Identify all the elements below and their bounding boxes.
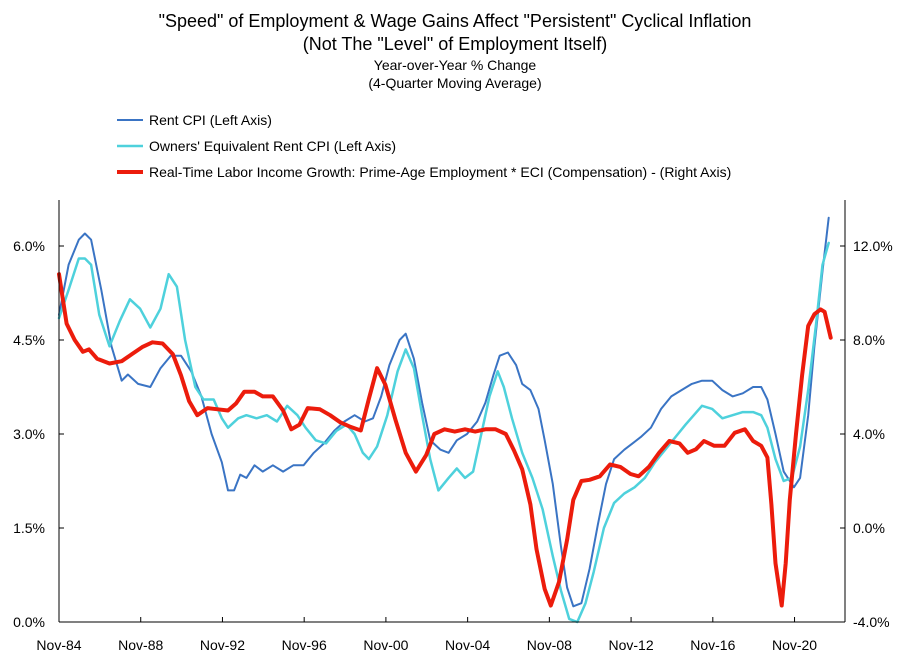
legend-label: Real-Time Labor Income Growth: Prime-Age…: [149, 164, 731, 180]
series-layer: [57, 216, 833, 624]
x-tick-label: Nov-84: [36, 637, 81, 653]
x-tick-label: Nov-96: [282, 637, 327, 653]
x-tick-label: Nov-04: [445, 637, 490, 653]
left-tick-label: 3.0%: [13, 426, 45, 442]
legend: Rent CPI (Left Axis) Owners' Equivalent R…: [117, 112, 731, 180]
right-tick-label: 4.0%: [853, 426, 885, 442]
chart-subtitle-units: Year-over-Year % Change: [373, 57, 537, 73]
legend-label: Rent CPI (Left Axis): [149, 112, 272, 128]
x-tick-label: Nov-00: [363, 637, 408, 653]
x-tick-label: Nov-20: [772, 637, 817, 653]
left-tick-label: 6.0%: [13, 238, 45, 254]
series-line: [57, 241, 830, 624]
right-tick-label: -4.0%: [853, 614, 890, 630]
right-tick-label: 8.0%: [853, 332, 885, 348]
axes: 0.0% 1.5% 3.0% 4.5% 6.0% -4.0% 0.0% 4.0% 8.0% 12.…: [13, 200, 893, 653]
chart-subtitle-average: (4-Quarter Moving Average): [368, 75, 542, 91]
chart-title: "Speed" of Employment & Wage Gains Affec…: [158, 11, 752, 31]
left-tick-label: 4.5%: [13, 332, 45, 348]
x-tick-label: Nov-92: [200, 637, 245, 653]
legend-label: Owners' Equivalent Rent CPI (Left Axis): [149, 138, 396, 154]
series-line: [57, 272, 833, 608]
chart-subtitle: (Not The "Level" of Employment Itself): [302, 34, 608, 54]
left-tick-label: 1.5%: [13, 520, 45, 536]
x-tick-label: Nov-16: [690, 637, 735, 653]
x-tick-label: Nov-08: [527, 637, 572, 653]
right-tick-label: 12.0%: [853, 238, 893, 254]
title-block: "Speed" of Employment & Wage Gains Affec…: [0, 10, 910, 92]
left-tick-label: 0.0%: [13, 614, 45, 630]
x-tick-label: Nov-88: [118, 637, 163, 653]
right-tick-label: 0.0%: [853, 520, 885, 536]
x-tick-label: Nov-12: [609, 637, 654, 653]
series-line: [58, 216, 830, 608]
